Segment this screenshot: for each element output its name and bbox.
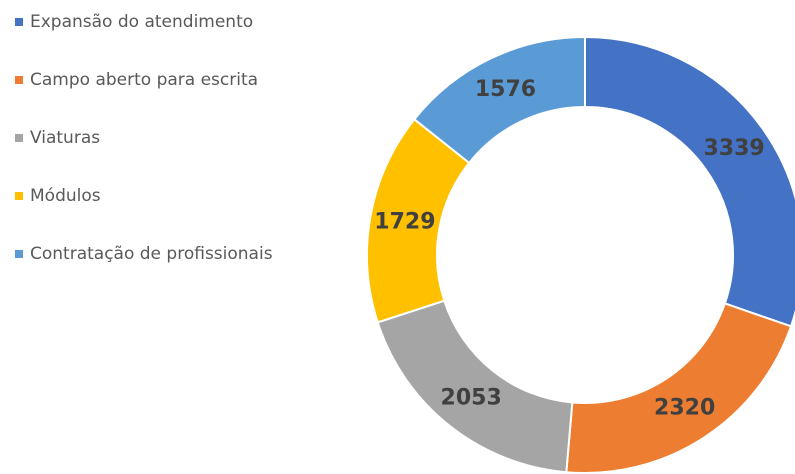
legend-text: Módulos xyxy=(30,186,101,206)
legend-swatch xyxy=(15,250,23,258)
legend-swatch xyxy=(15,18,23,26)
donut-slice xyxy=(584,35,795,328)
donut-slice xyxy=(412,35,586,165)
legend-swatch xyxy=(15,76,23,84)
value-label: 2320 xyxy=(654,395,715,420)
value-label: 1729 xyxy=(374,209,435,234)
legend-swatch xyxy=(15,134,23,142)
value-label: 1576 xyxy=(475,77,536,102)
legend-swatch xyxy=(15,192,23,200)
value-label: 2053 xyxy=(441,385,502,410)
legend-text: Contratação de profissionais xyxy=(30,244,273,264)
legend-text: Viaturas xyxy=(30,128,100,148)
donut-slice xyxy=(565,302,793,474)
legend-text: Expansão do atendimento xyxy=(30,12,253,32)
legend-text: Campo aberto para escrita xyxy=(30,70,258,90)
value-label: 3339 xyxy=(703,136,764,161)
